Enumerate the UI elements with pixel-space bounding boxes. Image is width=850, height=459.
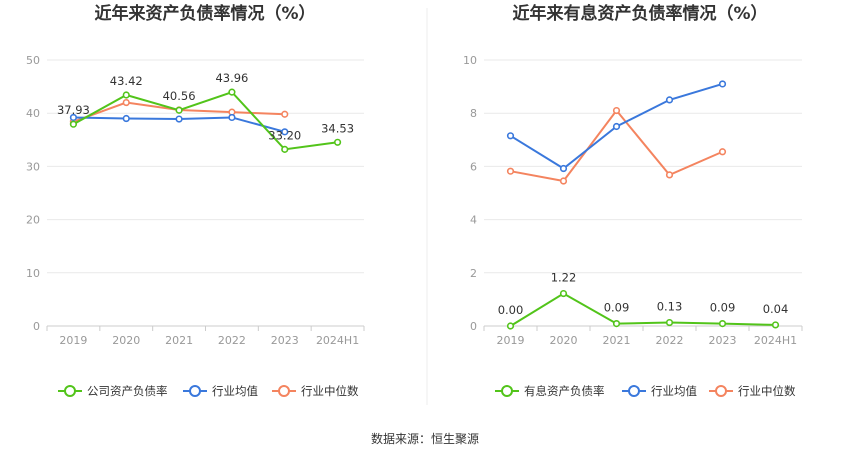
data-point (612, 106, 621, 115)
data-point (281, 145, 289, 153)
data-point (281, 110, 289, 118)
data-label: 0.00 (498, 303, 524, 317)
data-point (122, 114, 130, 123)
data-point (175, 106, 183, 114)
data-point (228, 88, 236, 96)
y-tick-label: 10 (26, 267, 40, 280)
legend-marker-icon (278, 385, 290, 397)
x-tick-label: 2020 (550, 334, 578, 347)
legend-item-2[interactable]: 行业均值 (622, 384, 697, 398)
x-tick-label: 2019 (59, 334, 87, 347)
data-label: 33.20 (268, 128, 301, 142)
data-point (175, 115, 183, 123)
data-point (559, 177, 568, 185)
legend-marker-icon (501, 385, 513, 397)
legend-label: 行业均值 (212, 384, 258, 398)
data-point (665, 318, 674, 327)
legend-label: 公司资产负债率 (87, 384, 168, 398)
data-point (506, 132, 515, 140)
y-tick-label: 20 (26, 214, 40, 227)
data-label: 0.04 (763, 302, 789, 316)
data-point (771, 321, 780, 329)
y-tick-label: 40 (26, 107, 40, 120)
data-point (228, 113, 236, 122)
series-line-1 (509, 292, 776, 327)
data-label: 0.09 (710, 301, 736, 315)
y-tick-label: 4 (470, 214, 477, 227)
legend-item-3[interactable]: 行业中位数 (272, 384, 359, 398)
data-point (69, 113, 78, 122)
data-point (665, 171, 674, 179)
data-point (559, 289, 568, 298)
data-label: 43.42 (110, 74, 143, 88)
data-label: 0.09 (604, 301, 630, 315)
y-tick-label: 2 (470, 267, 477, 280)
y-tick-label: 10 (463, 54, 477, 67)
x-tick-label: 2022 (218, 334, 246, 347)
x-tick-label: 2024H1 (316, 334, 359, 347)
chart-1: 近年来资产负债率情况（%） 0 10 20 30 40 50 2019 2020 2021 2022… (26, 3, 365, 398)
x-tick-label: 2022 (656, 334, 684, 347)
data-point (665, 96, 674, 104)
series-line-3 (510, 108, 723, 183)
data-label: 37.93 (57, 103, 90, 117)
data-point (122, 91, 130, 99)
data-label: 40.56 (163, 89, 196, 103)
data-point (559, 164, 568, 173)
chart-2: 近年来有息资产负债率情况（%） 0 2 4 6 8 10 2019 2020 2021 2022 20… (463, 3, 803, 398)
data-point (506, 322, 515, 330)
x-tick-label: 2021 (603, 334, 631, 347)
y-tick-label: 0 (33, 320, 40, 333)
chart-title: 近年来有息资产负债率情况（%） (512, 3, 767, 24)
data-point (718, 148, 727, 156)
data-point (718, 80, 727, 88)
legend-marker-icon (189, 385, 201, 397)
y-tick-label: 0 (470, 320, 477, 333)
legend-marker-icon (715, 385, 727, 397)
legend-item-1[interactable]: 公司资产负债率 (58, 384, 168, 398)
legend-marker-icon (64, 385, 76, 397)
data-source-note: 数据来源：恒生聚源 (371, 431, 479, 446)
y-tick-label: 6 (470, 160, 477, 173)
data-point (281, 128, 289, 136)
legend-label: 行业均值 (651, 384, 697, 398)
legend-item-3[interactable]: 行业中位数 (709, 384, 796, 398)
chart-title: 近年来资产负债率情况（%） (94, 3, 315, 24)
x-tick-label: 2024H1 (754, 334, 797, 347)
x-tick-label: 2021 (165, 334, 193, 347)
data-label: 0.13 (657, 300, 683, 314)
y-tick-label: 8 (470, 107, 477, 120)
data-label: 43.96 (215, 71, 248, 85)
data-point (506, 167, 515, 175)
x-tick-label: 2019 (497, 334, 525, 347)
data-point (612, 122, 621, 131)
y-tick-label: 50 (26, 54, 40, 67)
data-point (612, 320, 621, 328)
legend-marker-icon (628, 385, 640, 397)
series-line-1 (72, 90, 338, 151)
legend-item-1[interactable]: 有息资产负债率 (495, 384, 605, 398)
legend-label: 有息资产负债率 (524, 384, 605, 398)
legend-item-2[interactable]: 行业均值 (183, 384, 258, 398)
data-point (333, 138, 342, 146)
data-point (122, 98, 130, 107)
x-tick-label: 2020 (112, 334, 140, 347)
y-tick-label: 30 (26, 160, 40, 173)
data-point (69, 120, 78, 128)
legend-label: 行业中位数 (738, 384, 796, 398)
data-label: 34.53 (321, 121, 354, 135)
data-label: 1.22 (551, 271, 577, 285)
legend-label: 行业中位数 (301, 384, 359, 398)
x-tick-label: 2023 (709, 334, 737, 347)
x-tick-label: 2023 (271, 334, 299, 347)
data-point (718, 320, 727, 328)
